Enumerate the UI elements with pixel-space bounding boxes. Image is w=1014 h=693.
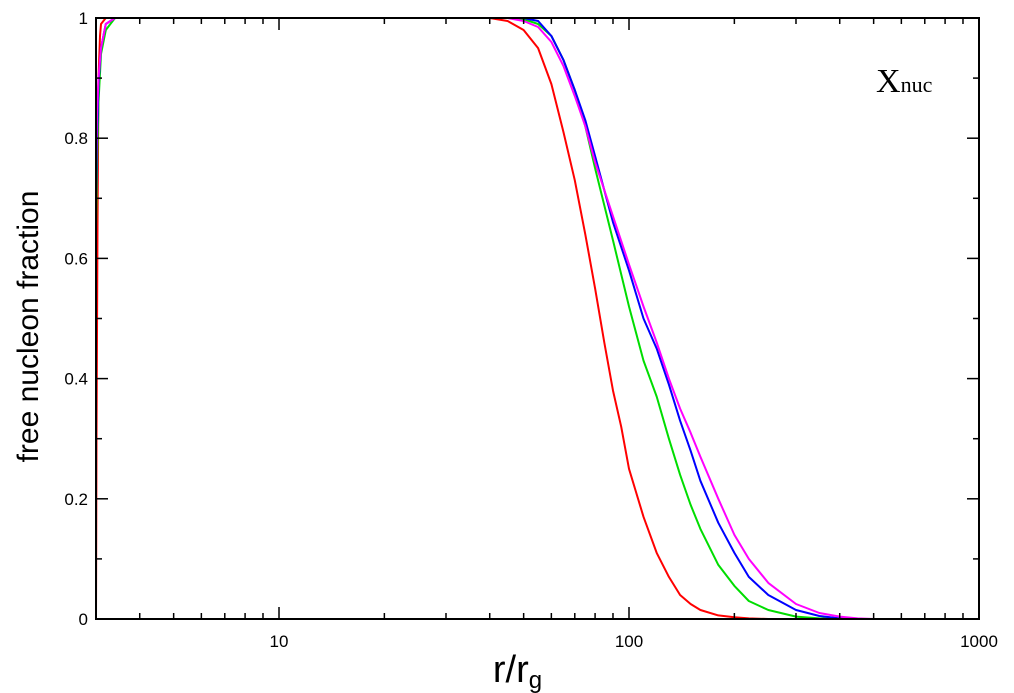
x-axis-label-main: r/r bbox=[493, 649, 529, 691]
series-layer bbox=[95, 17, 874, 620]
y-tick-label: 0.6 bbox=[64, 249, 88, 268]
y-axis-label: free nucleon fraction bbox=[12, 191, 45, 463]
y-tick-label: 0 bbox=[79, 610, 88, 629]
x-tick-label: 1000 bbox=[960, 632, 998, 651]
y-tick-label: 0.4 bbox=[64, 370, 88, 389]
annotation-main: X bbox=[876, 63, 901, 100]
plot-frame bbox=[95, 17, 980, 620]
x-tick-label: 100 bbox=[615, 632, 643, 651]
y-tick-label: 0.2 bbox=[64, 490, 88, 509]
series-line-2 bbox=[95, 17, 840, 620]
x-axis-label-subscript: g bbox=[529, 667, 542, 693]
series-line-4 bbox=[95, 17, 874, 620]
annotation-subscript: nuc bbox=[901, 72, 933, 97]
x-axis-label: r/rg bbox=[493, 649, 542, 693]
series-line-1 bbox=[95, 17, 769, 620]
ticks: 10 100 1000 0 0.2 0.4 0.6 0.8 1 bbox=[64, 9, 998, 651]
y-tick-label: 0.8 bbox=[64, 129, 88, 148]
y-tick-label: 1 bbox=[79, 9, 88, 28]
series-line-3 bbox=[95, 17, 858, 620]
annotation-xnuc: Xnuc bbox=[876, 63, 933, 100]
x-tick-label: 10 bbox=[270, 632, 289, 651]
